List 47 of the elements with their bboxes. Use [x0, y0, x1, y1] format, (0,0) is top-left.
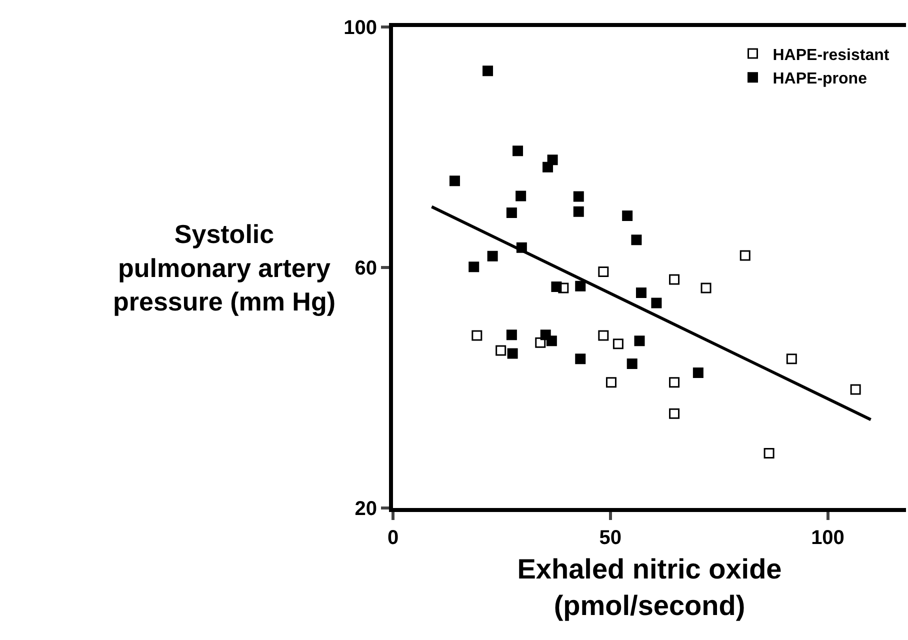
point: [850, 384, 861, 395]
point: [786, 354, 797, 364]
x-axis-title: Exhaled nitric oxide (pmol/second): [517, 554, 782, 621]
point: [700, 282, 712, 294]
point: [612, 338, 624, 350]
point: [516, 190, 526, 202]
point: [636, 288, 646, 298]
point: [506, 208, 517, 218]
point: [626, 358, 638, 369]
point: [692, 367, 704, 378]
y-tick-label: 100: [344, 17, 377, 39]
point: [487, 250, 498, 262]
y-axis-title: Systolic pulmonary artery pressure (mm Hg): [113, 219, 336, 317]
point: [472, 330, 482, 341]
point: [598, 330, 609, 341]
point: [512, 146, 524, 156]
x-tick-label: 100: [811, 527, 844, 549]
legend-label: HAPE-resistant: [772, 46, 890, 64]
point: [622, 210, 633, 222]
point: [482, 66, 494, 76]
point: [573, 191, 584, 202]
point: [468, 262, 480, 272]
point: [542, 162, 554, 172]
point: [496, 345, 506, 356]
point: [669, 274, 680, 285]
point: [651, 298, 662, 308]
point: [764, 448, 774, 459]
y-tick-label: 20: [354, 498, 377, 520]
legend-label: HAPE-prone: [772, 70, 868, 88]
point: [575, 354, 586, 364]
point: [507, 348, 518, 359]
point: [551, 281, 562, 292]
point: [546, 336, 557, 346]
point: [631, 234, 642, 246]
point: [573, 206, 584, 217]
point: [606, 377, 616, 388]
point: [669, 377, 680, 388]
point: [634, 336, 645, 346]
point: [449, 176, 460, 186]
point: [598, 266, 609, 277]
point: [740, 250, 750, 261]
x-tick-label: 50: [599, 527, 622, 549]
y-tick-label: 60: [354, 258, 377, 280]
point: [669, 408, 680, 419]
point: [575, 280, 586, 292]
point: [506, 330, 517, 340]
x-tick-label: 0: [387, 527, 399, 549]
